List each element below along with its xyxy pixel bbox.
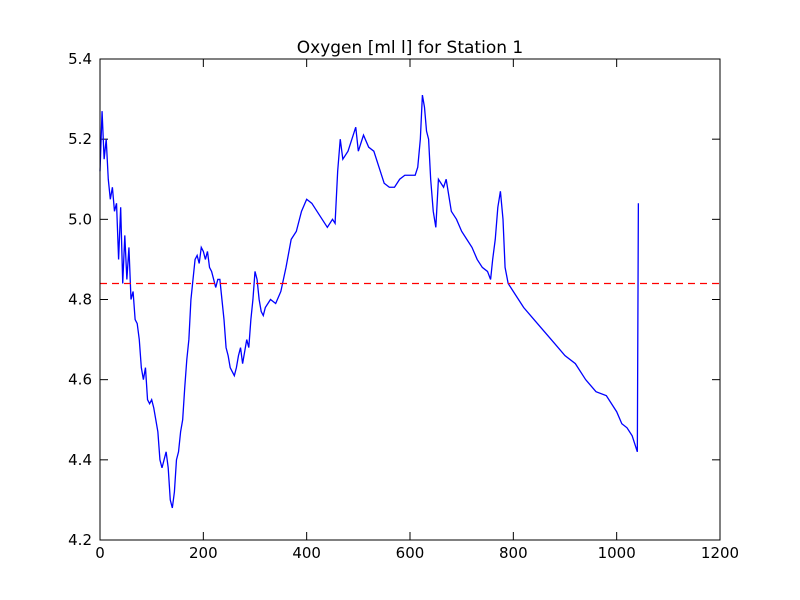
x-tick-label: 600 <box>396 544 425 562</box>
x-tick-label: 1000 <box>598 544 636 562</box>
x-tick-label: 1200 <box>701 544 739 562</box>
x-tick-label: 400 <box>292 544 321 562</box>
chart-title: Oxygen [ml l] for Station 1 <box>297 38 523 58</box>
y-tick-label: 4.4 <box>68 451 92 469</box>
y-tick-label: 5.4 <box>68 50 92 68</box>
y-tick-label: 4.2 <box>68 531 92 549</box>
x-tick-label: 0 <box>95 544 105 562</box>
y-tick-label: 4.8 <box>68 291 92 309</box>
y-tick-label: 5.2 <box>68 130 92 148</box>
y-tick-label: 5.0 <box>68 210 92 228</box>
y-tick-label: 4.6 <box>68 371 92 389</box>
plot-frame <box>99 58 721 541</box>
x-tick-label: 200 <box>189 544 218 562</box>
data-line <box>99 94 640 509</box>
x-tick-label: 800 <box>499 544 528 562</box>
